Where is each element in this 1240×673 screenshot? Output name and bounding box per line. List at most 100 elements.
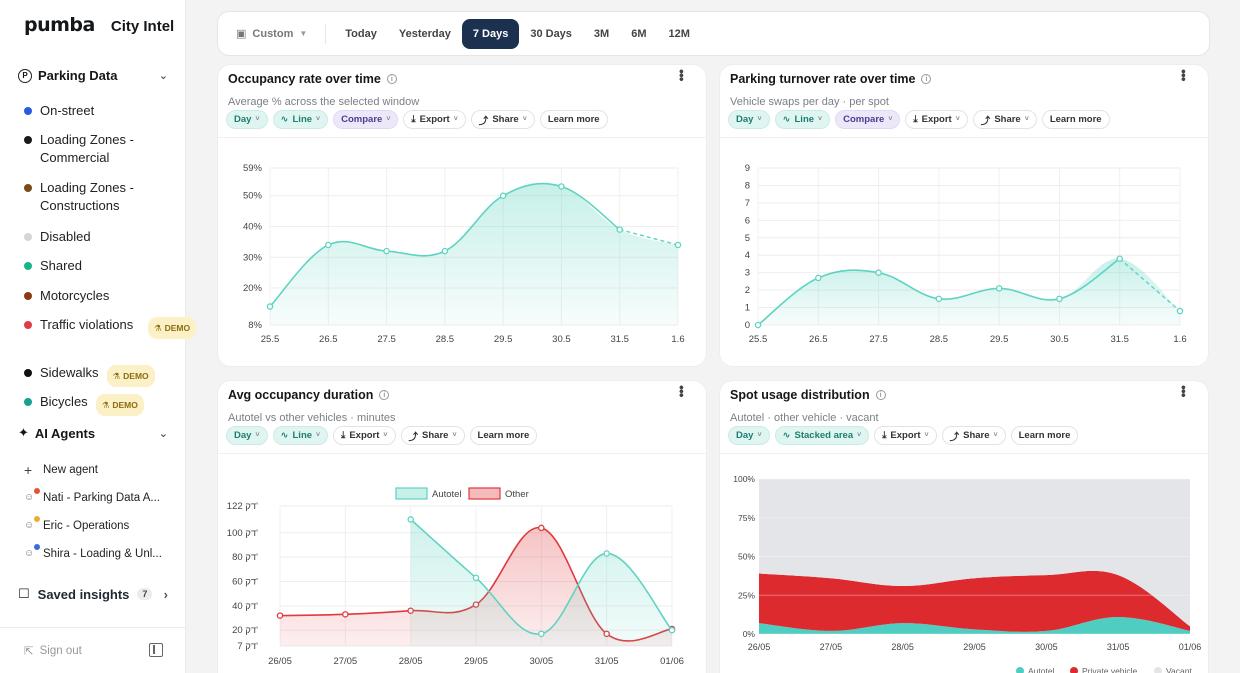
share-icon: ⤴: [478, 115, 489, 127]
x-tick-label: 31/05: [1107, 642, 1130, 652]
share-icon: ⤴: [949, 431, 960, 443]
chip-line[interactable]: ∿ Line ˅: [272, 426, 329, 445]
data-point: [1056, 295, 1063, 303]
layer-item[interactable]: Traffic violations ⚗ DEMO: [24, 316, 197, 339]
card-occupancy: Occupancy rate over time i ••• Average % …: [217, 64, 707, 367]
custom-range-picker[interactable]: ▣ Custom ▼: [236, 23, 327, 44]
y-tick-label: 7: [745, 198, 750, 209]
chip-export[interactable]: ⤓ Export ˅: [905, 110, 968, 129]
range-button[interactable]: 6M: [631, 27, 647, 40]
sign-out-area: ⇱ Sign out: [0, 627, 186, 673]
more-menu-icon[interactable]: •••: [674, 385, 690, 397]
layer-color-dot: [24, 321, 32, 329]
range-button[interactable]: 30 Days: [530, 27, 572, 40]
card-title-text: Parking turnover rate over time: [730, 72, 916, 86]
new-agent-button[interactable]: + New agent: [24, 462, 98, 478]
layer-item[interactable]: Sidewalks ⚗ DEMO: [24, 364, 155, 387]
chip-learn-more[interactable]: Learn more: [1041, 110, 1110, 129]
chip-export[interactable]: ⤓ Export ˅: [403, 110, 466, 129]
layer-label: Disabled: [40, 229, 91, 244]
info-icon[interactable]: i: [386, 74, 397, 84]
legend-swatch: [395, 487, 428, 500]
agent-item[interactable]: ☺ Eric - Operations: [24, 516, 129, 532]
more-menu-icon[interactable]: •••: [1176, 385, 1192, 397]
info-icon[interactable]: i: [921, 74, 932, 84]
chip-stacked-area[interactable]: ∿ Stacked area ˅: [774, 426, 870, 445]
agent-status-dot: [34, 516, 40, 522]
legend-swatch: [468, 487, 501, 500]
chip-day[interactable]: Day ˅: [226, 426, 268, 445]
chip-share[interactable]: ⤴ Share ˅: [972, 110, 1037, 129]
layer-item[interactable]: On-street: [24, 102, 140, 120]
ai-agents-section[interactable]: ✦ AI Agents ⌄: [18, 425, 168, 441]
chevron-down-icon: ˅: [1024, 116, 1029, 123]
range-button[interactable]: Yesterday: [398, 27, 451, 40]
sign-out-button[interactable]: ⇱ Sign out: [24, 644, 82, 658]
sparkle-icon: ✦: [18, 425, 29, 440]
y-tick-label: 40 דק': [232, 601, 258, 612]
collapse-sidebar-icon[interactable]: [149, 643, 163, 657]
chevron-down-icon: ˅: [386, 116, 391, 123]
more-menu-icon[interactable]: •••: [1176, 69, 1192, 81]
chip-line[interactable]: ∿ Line ˅: [774, 110, 831, 129]
agent-item[interactable]: ☺ Nati - Parking Data A...: [24, 488, 160, 504]
chip-learn-more[interactable]: Learn more: [469, 426, 538, 445]
chip-line[interactable]: ∿ Line ˅: [272, 110, 329, 129]
brand-logo[interactable]: pumba: [24, 14, 95, 36]
layer-item[interactable]: Disabled: [24, 228, 140, 246]
y-tick-label: 122 דק': [227, 501, 258, 512]
layer-item[interactable]: Loading Zones - Commercial: [24, 131, 140, 167]
parking-data-label: Parking Data: [38, 68, 118, 83]
chevron-down-icon[interactable]: ⌄: [158, 70, 168, 82]
range-button[interactable]: 12M: [668, 27, 690, 40]
chip-export[interactable]: ⤓ Export ˅: [333, 426, 396, 445]
chip-label: Learn more: [547, 114, 600, 125]
saved-insights[interactable]: ☐ Saved insights 7 ›: [18, 586, 168, 602]
more-menu-icon[interactable]: •••: [674, 69, 690, 81]
chip-share[interactable]: ⤴ Share ˅: [941, 426, 1006, 445]
agent-item[interactable]: ☺ Shira - Loading & Unl...: [24, 544, 162, 560]
chip-day[interactable]: Day ˅: [728, 110, 770, 129]
card-title-text: Occupancy rate over time: [228, 72, 381, 86]
parking-data-section[interactable]: P Parking Data ⌄: [18, 68, 168, 83]
layer-label: Sidewalks: [40, 365, 99, 380]
flask-icon: ⚗: [101, 400, 110, 410]
range-button[interactable]: Today: [345, 27, 377, 40]
chevron-down-icon[interactable]: ⌄: [158, 427, 168, 440]
sign-out-icon: ⇱: [24, 646, 34, 658]
range-button[interactable]: 3M: [593, 27, 610, 40]
info-icon[interactable]: i: [379, 390, 390, 400]
layer-item[interactable]: Motorcycles: [24, 287, 140, 305]
chevron-down-icon: ˅: [383, 432, 388, 439]
layer-label: Shared: [40, 258, 82, 273]
layer-item[interactable]: Shared: [24, 257, 140, 275]
chip-compare[interactable]: Compare ˅: [835, 110, 901, 129]
parking-icon: P: [18, 68, 32, 83]
data-point: [325, 241, 332, 249]
chip-share[interactable]: ⤴ Share ˅: [470, 110, 535, 129]
legend-label: Private vehicle: [1082, 666, 1138, 673]
layer-item[interactable]: Loading Zones - Constructions: [24, 179, 140, 215]
chip-day[interactable]: Day ˅: [226, 110, 268, 129]
chip-label: Compare: [341, 114, 383, 125]
x-tick-label: 30/05: [529, 656, 553, 667]
info-icon[interactable]: i: [875, 390, 886, 400]
range-button[interactable]: 7 Days: [461, 18, 520, 49]
layer-label: Loading Zones - Constructions: [40, 180, 134, 213]
chip-day[interactable]: Day ˅: [728, 426, 770, 445]
card-duration: Avg occupancy duration i ••• Autotel vs o…: [217, 380, 707, 673]
chip-learn-more[interactable]: Learn more: [539, 110, 608, 129]
card-subtitle: Autotel vs other vehicles · minutes: [228, 412, 396, 424]
chip-learn-more[interactable]: Learn more: [1010, 426, 1079, 445]
chip-share[interactable]: ⤴ Share ˅: [400, 426, 465, 445]
stacked-area-2: [759, 479, 1190, 627]
sign-out-label: Sign out: [39, 645, 82, 657]
card-subtitle: Vehicle swaps per day · per spot: [730, 96, 889, 108]
chip-export[interactable]: ⤓ Export ˅: [874, 426, 937, 445]
chip-compare[interactable]: Compare ˅: [333, 110, 399, 129]
layer-item[interactable]: Bicycles ⚗ DEMO: [24, 393, 144, 416]
plus-icon: +: [24, 462, 33, 478]
chevron-down-icon: ˅: [255, 432, 260, 439]
x-tick-label: 26/05: [268, 656, 292, 667]
line-icon: ∿: [782, 114, 791, 125]
